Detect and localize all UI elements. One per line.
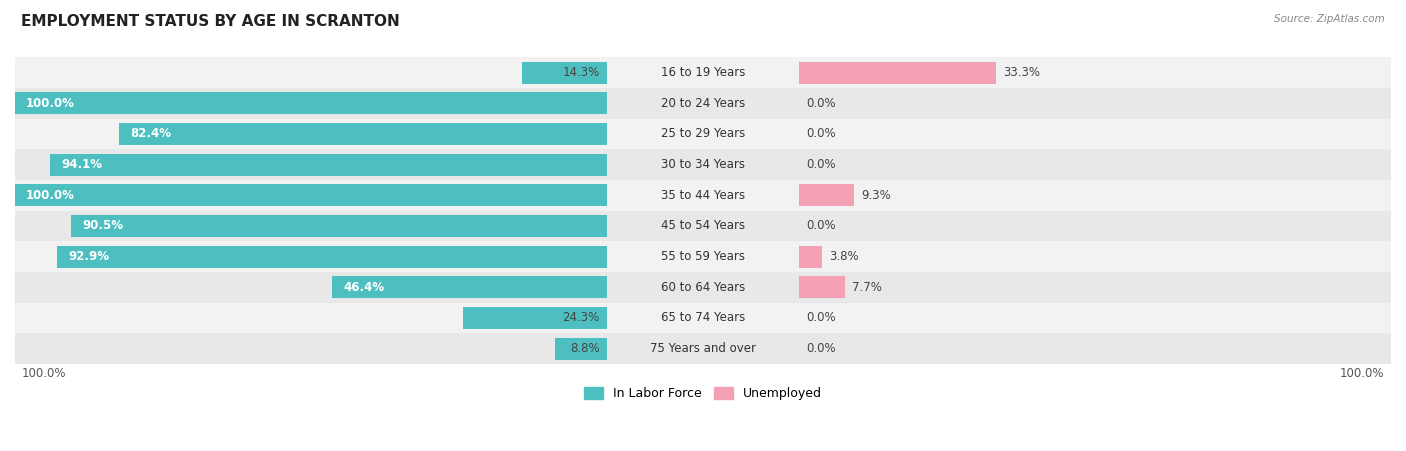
Bar bbox=[72, 215, 606, 237]
Text: 24.3%: 24.3% bbox=[562, 311, 600, 324]
Bar bbox=[15, 211, 1391, 241]
Text: 60 to 64 Years: 60 to 64 Years bbox=[661, 281, 745, 294]
Text: 55 to 59 Years: 55 to 59 Years bbox=[661, 250, 745, 263]
Text: 0.0%: 0.0% bbox=[806, 158, 835, 171]
Bar bbox=[58, 245, 606, 267]
Text: 0.0%: 0.0% bbox=[806, 219, 835, 232]
Text: 7.7%: 7.7% bbox=[852, 281, 882, 294]
Bar bbox=[15, 241, 1391, 272]
Text: 82.4%: 82.4% bbox=[131, 127, 172, 140]
Text: 100.0%: 100.0% bbox=[1340, 367, 1384, 380]
Text: 100.0%: 100.0% bbox=[25, 189, 75, 202]
Bar bbox=[15, 88, 1391, 119]
Text: 94.1%: 94.1% bbox=[60, 158, 101, 171]
Bar bbox=[15, 149, 1391, 180]
Text: 92.9%: 92.9% bbox=[67, 250, 110, 263]
Text: 8.8%: 8.8% bbox=[571, 342, 600, 355]
Bar bbox=[800, 184, 855, 206]
Text: 33.3%: 33.3% bbox=[1004, 66, 1040, 79]
Bar bbox=[15, 333, 1391, 364]
Text: 3.8%: 3.8% bbox=[828, 250, 858, 263]
Text: EMPLOYMENT STATUS BY AGE IN SCRANTON: EMPLOYMENT STATUS BY AGE IN SCRANTON bbox=[21, 14, 399, 28]
Text: 0.0%: 0.0% bbox=[806, 342, 835, 355]
Bar bbox=[800, 276, 845, 298]
Bar bbox=[49, 153, 606, 175]
Bar bbox=[15, 57, 1391, 88]
Bar bbox=[15, 303, 1391, 333]
Bar bbox=[15, 272, 1391, 303]
Bar bbox=[15, 180, 1391, 211]
Text: 65 to 74 Years: 65 to 74 Years bbox=[661, 311, 745, 324]
Text: 9.3%: 9.3% bbox=[862, 189, 891, 202]
Text: Source: ZipAtlas.com: Source: ZipAtlas.com bbox=[1274, 14, 1385, 23]
Text: 30 to 34 Years: 30 to 34 Years bbox=[661, 158, 745, 171]
Text: 0.0%: 0.0% bbox=[806, 97, 835, 110]
Bar bbox=[800, 245, 821, 267]
Text: 100.0%: 100.0% bbox=[25, 97, 75, 110]
Bar bbox=[463, 307, 606, 329]
Text: 75 Years and over: 75 Years and over bbox=[650, 342, 756, 355]
Text: 0.0%: 0.0% bbox=[806, 127, 835, 140]
Text: 14.3%: 14.3% bbox=[562, 66, 600, 79]
Text: 100.0%: 100.0% bbox=[22, 367, 66, 380]
Bar bbox=[15, 184, 606, 206]
Text: 25 to 29 Years: 25 to 29 Years bbox=[661, 127, 745, 140]
Bar bbox=[15, 119, 1391, 149]
Text: 16 to 19 Years: 16 to 19 Years bbox=[661, 66, 745, 79]
Bar bbox=[554, 337, 606, 359]
Text: 0.0%: 0.0% bbox=[806, 311, 835, 324]
Bar bbox=[15, 92, 606, 114]
Text: 45 to 54 Years: 45 to 54 Years bbox=[661, 219, 745, 232]
Bar bbox=[332, 276, 606, 298]
Bar bbox=[800, 61, 997, 83]
Text: 90.5%: 90.5% bbox=[82, 219, 124, 232]
Text: 35 to 44 Years: 35 to 44 Years bbox=[661, 189, 745, 202]
Legend: In Labor Force, Unemployed: In Labor Force, Unemployed bbox=[579, 382, 827, 405]
Bar bbox=[522, 61, 606, 83]
Bar bbox=[120, 123, 606, 145]
Text: 20 to 24 Years: 20 to 24 Years bbox=[661, 97, 745, 110]
Text: 46.4%: 46.4% bbox=[343, 281, 384, 294]
